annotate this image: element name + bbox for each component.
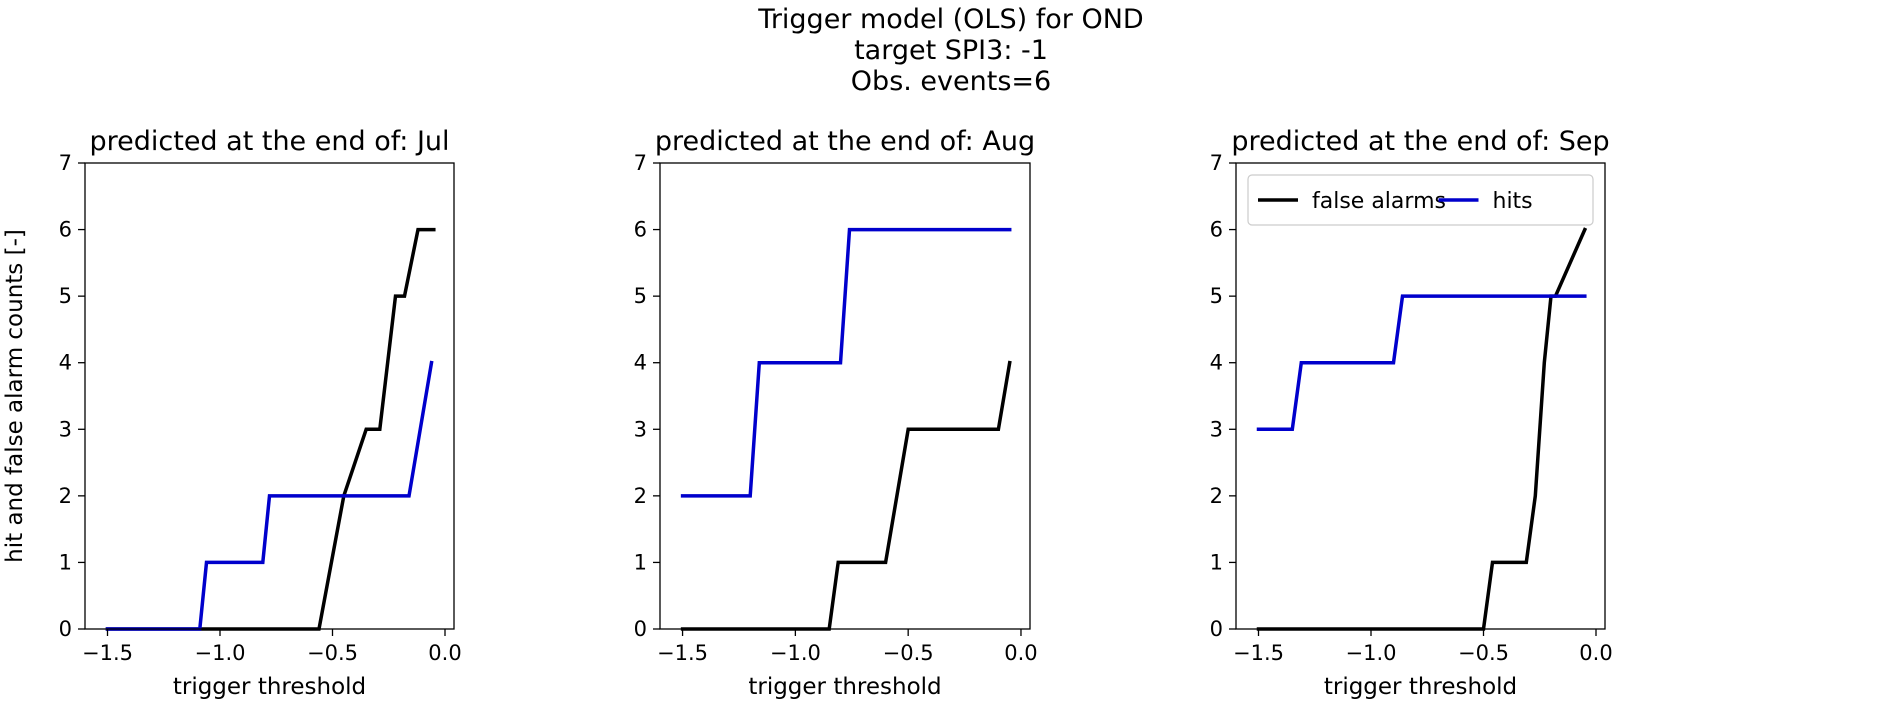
y-tick-label: 7 [1210,151,1223,175]
series-line-2 [680,227,1012,498]
y-tick-label: 3 [634,417,647,441]
y-tick-label: 2 [59,484,72,508]
y-tick-label: 1 [59,550,72,574]
x-tick-label: −0.5 [307,641,358,665]
axes-frame [659,162,1031,630]
x-tick-label: −1.0 [195,641,246,665]
x-tick-label: −1.0 [770,641,821,665]
x-tick-label: 0.0 [428,641,461,665]
y-tick-label: 0 [59,617,72,641]
chart-panel-1: −1.5 −1.0 −0.5 0.0 0 1 2 3 4 5 6 7 predicted at the … [2,126,462,700]
x-tick-label: −1.0 [1346,641,1397,665]
figure-title-line-1: Trigger model (OLS) for OND [758,4,1144,35]
x-tick-label: −0.5 [883,641,934,665]
series-line-1 [105,227,436,631]
series-line-2 [1256,294,1587,432]
legend: false alarms hits [1247,174,1594,226]
x-axis-label: trigger threshold [748,674,941,700]
y-tick-label: 2 [1210,484,1223,508]
y-tick-label: 4 [634,351,647,375]
x-tick-label: −1.5 [1233,641,1284,665]
panel-title: predicted at the end of: Aug [655,126,1035,157]
panel-title: predicted at the end of: Sep [1231,126,1609,157]
x-axis-label: trigger threshold [1324,674,1517,700]
x-axis-label: trigger threshold [173,674,366,700]
y-tick-label: 7 [59,151,72,175]
y-tick-label: 6 [634,218,647,242]
figure-title-line-3: Obs. events=6 [850,66,1052,97]
legend-box [1247,174,1594,226]
y-tick-label: 3 [59,417,72,441]
chart-panel-2: −1.5 −1.0 −0.5 0.0 0 1 2 3 4 5 6 7 predicted at the … [634,126,1038,700]
x-tick-label: 0.0 [1004,641,1037,665]
y-tick-label: 1 [1210,550,1223,574]
y-tick-label: 0 [1210,617,1223,641]
series-line-1 [680,360,1012,631]
y-tick-label: 1 [634,550,647,574]
figure-title-line-2: target SPI3: -1 [854,35,1048,66]
y-tick-label: 6 [1210,218,1223,242]
legend-label: false alarms [1312,189,1446,214]
x-tick-label: 0.0 [1579,641,1612,665]
panel-title: predicted at the end of: Jul [89,126,449,157]
axes-frame [84,162,455,630]
x-tick-label: −0.5 [1458,641,1509,665]
y-tick-label: 3 [1210,417,1223,441]
y-tick-label: 0 [634,617,647,641]
y-tick-label: 2 [634,484,647,508]
y-tick-label: 5 [59,284,72,308]
chart-panel-3: −1.5 −1.0 −0.5 0.0 0 1 2 3 4 5 6 7 predicted at the … [1210,126,1613,700]
y-tick-label: 5 [634,284,647,308]
x-tick-label: −1.5 [82,641,133,665]
figure-title: Trigger model (OLS) for OND target SPI3:… [0,4,1902,97]
y-tick-label: 5 [1210,284,1223,308]
series-line-1 [1256,227,1588,631]
y-tick-label: 4 [59,351,72,375]
x-tick-label: −1.5 [657,641,708,665]
legend-label: hits [1493,189,1533,214]
y-tick-label: 7 [634,151,647,175]
axes-frame [1235,162,1606,630]
y-tick-label: 6 [59,218,72,242]
y-tick-label: 4 [1210,351,1223,375]
y-axis-label: hit and false alarm counts [-] [2,229,28,563]
